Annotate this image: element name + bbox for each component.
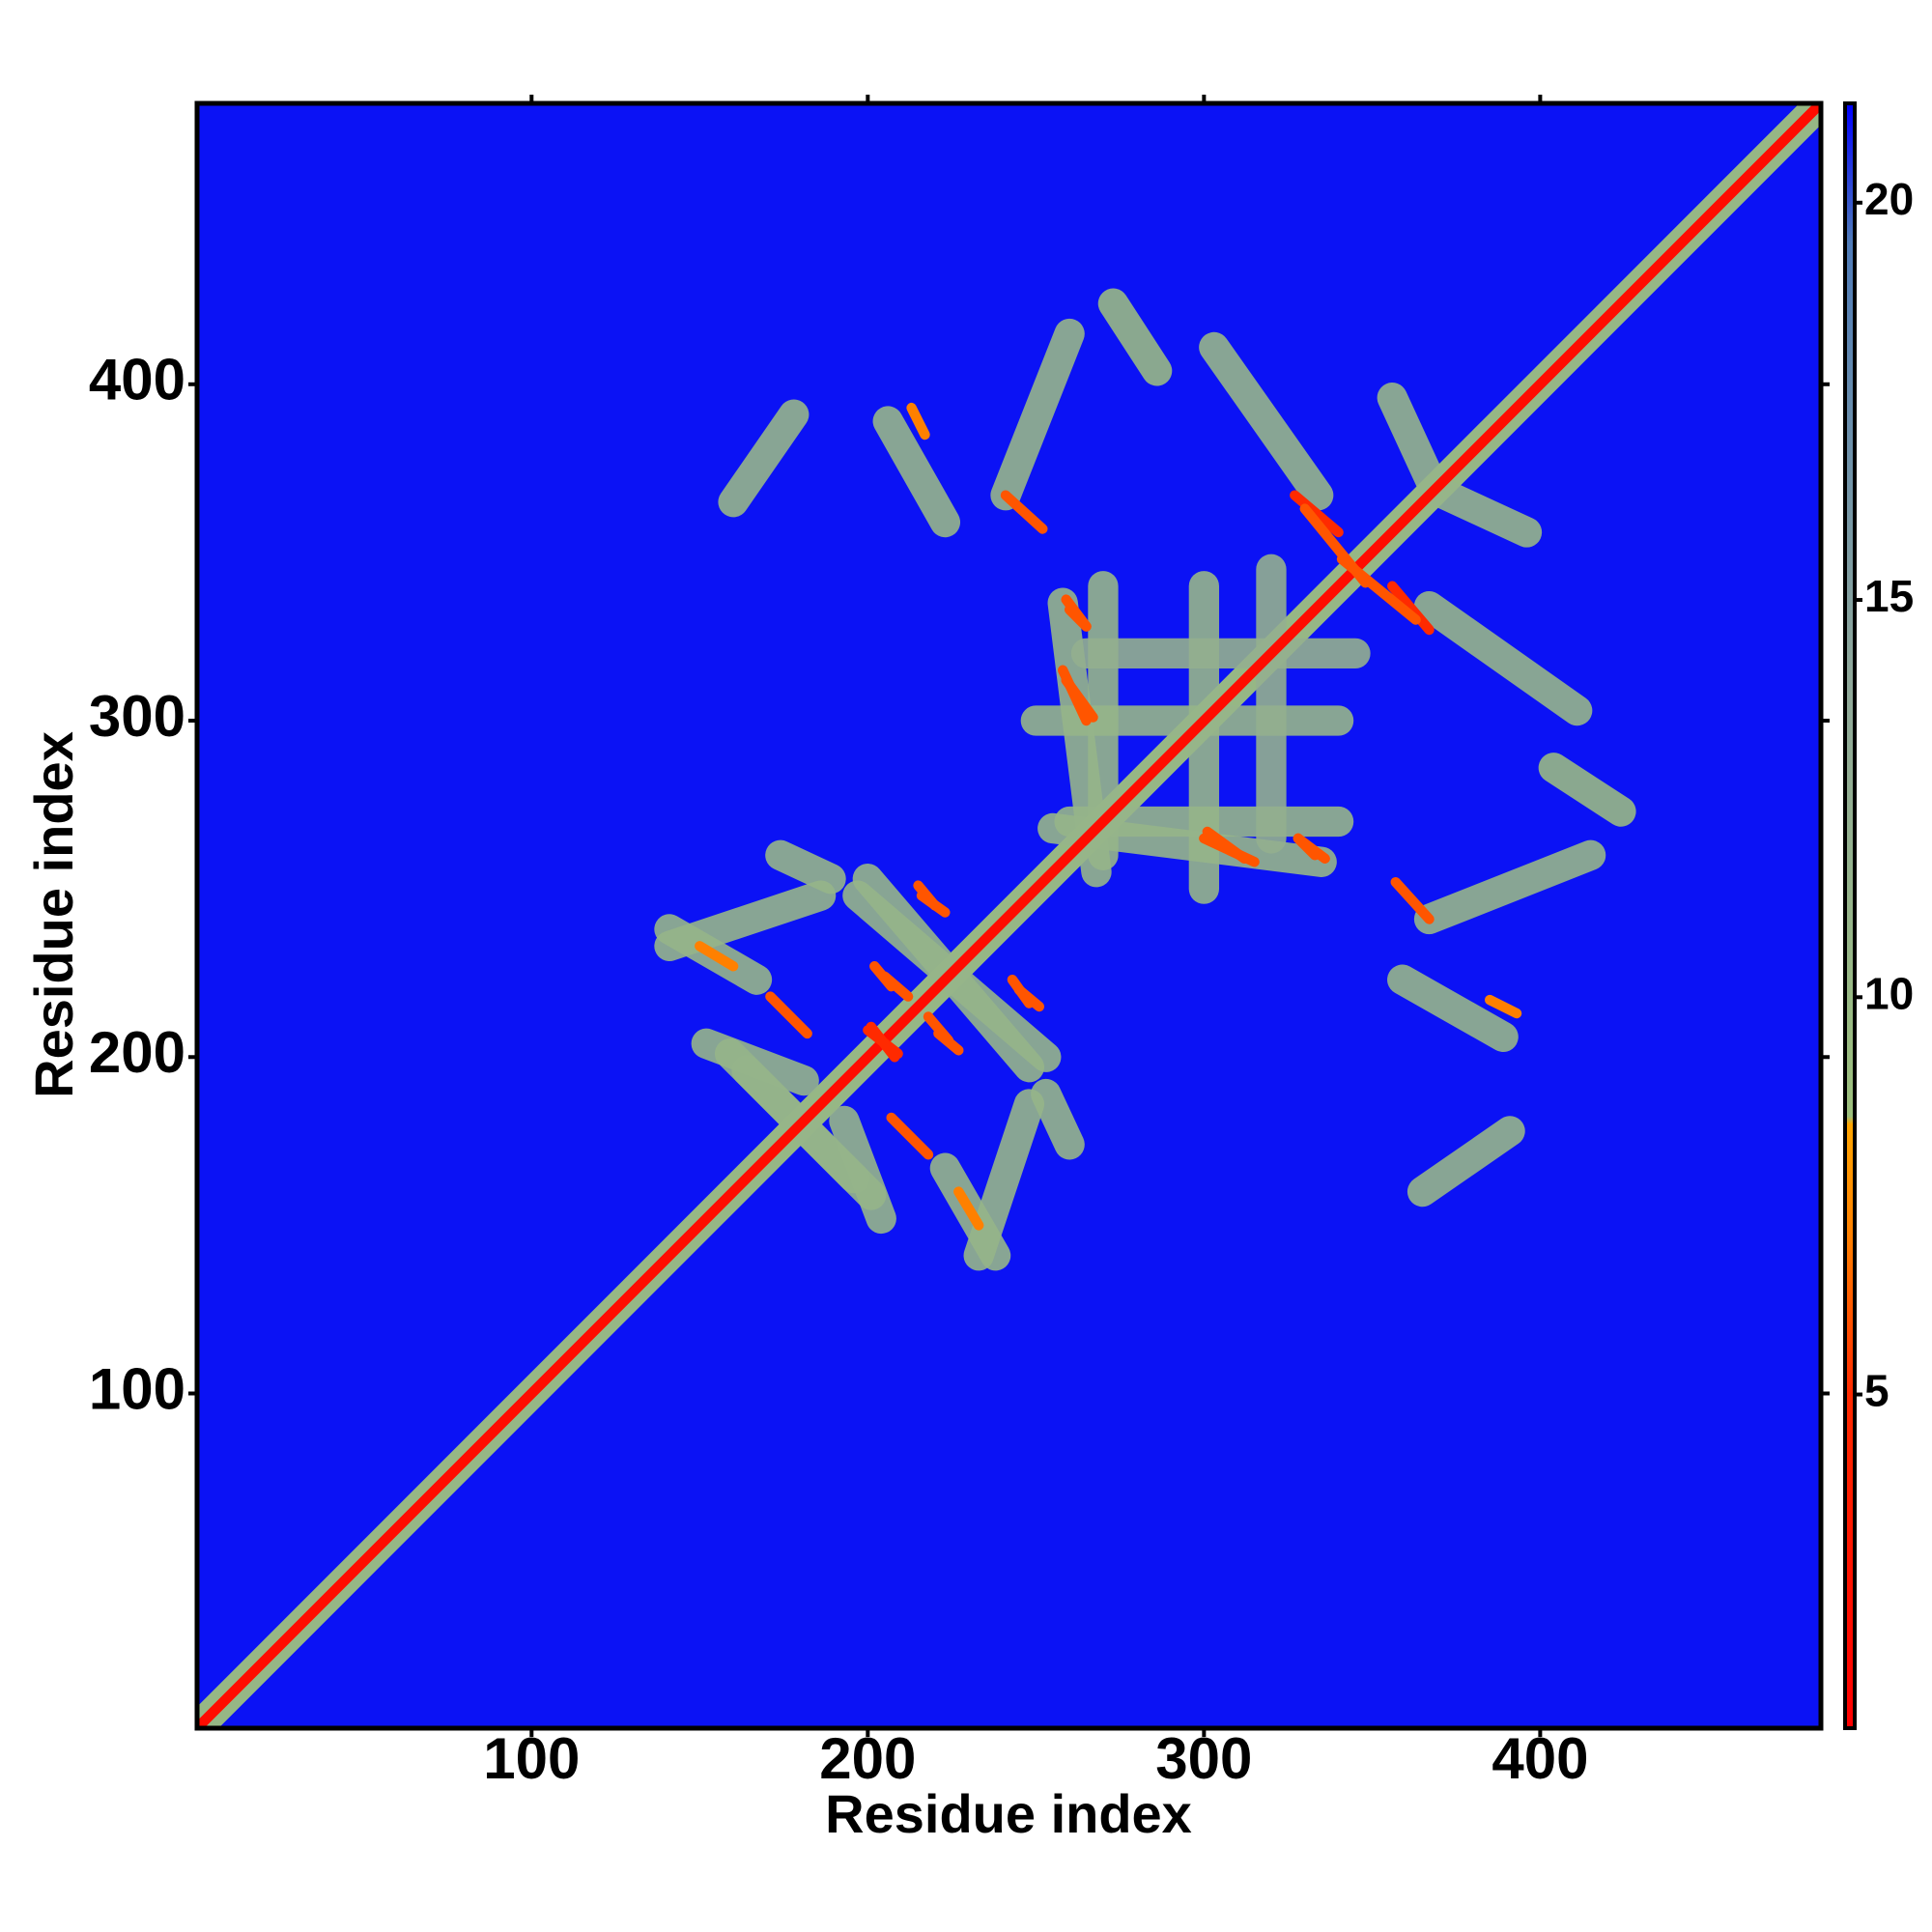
contact xyxy=(1013,984,1045,1012)
contact xyxy=(1387,964,1519,1053)
contact xyxy=(1413,590,1593,726)
y-tick-label: 200 xyxy=(89,1020,185,1085)
colorbar-tick-label: 20 xyxy=(1864,174,1914,224)
contact xyxy=(1387,581,1435,636)
contact xyxy=(695,941,739,972)
contact xyxy=(1000,490,1048,534)
contact xyxy=(933,1028,964,1056)
contact xyxy=(886,1112,934,1160)
x-tick-label: 200 xyxy=(819,1726,916,1791)
contact xyxy=(990,318,1085,511)
x-tick-label: 400 xyxy=(1492,1726,1588,1791)
contact xyxy=(869,961,896,992)
y-tick-label: 400 xyxy=(89,348,185,412)
contact xyxy=(1031,1078,1085,1160)
contact xyxy=(829,1105,896,1235)
contact xyxy=(1293,833,1330,865)
contact xyxy=(765,991,812,1039)
contact xyxy=(953,1186,984,1231)
y-tick-label: 300 xyxy=(89,684,185,749)
contact xyxy=(691,1028,819,1096)
contact xyxy=(913,880,941,911)
contact xyxy=(1299,503,1371,588)
contact xyxy=(1290,490,1344,538)
plot-area xyxy=(197,103,1821,1728)
plot-frame xyxy=(194,100,1824,1731)
contact xyxy=(765,839,846,895)
x-axis-title: Residue index xyxy=(825,1783,1192,1844)
contact xyxy=(872,406,961,538)
contact xyxy=(1390,876,1435,924)
colorbar-tick-label: 5 xyxy=(1864,1366,1889,1416)
colorbar-tick-label: 15 xyxy=(1864,571,1914,621)
x-tick-label: 300 xyxy=(1155,1726,1252,1791)
contact xyxy=(1061,594,1092,632)
contact xyxy=(1061,675,1098,723)
y-tick-label: 100 xyxy=(89,1356,185,1421)
colorbar-tick-label: 10 xyxy=(1864,968,1914,1018)
contact xyxy=(1424,476,1543,548)
contact xyxy=(197,103,1821,1728)
contact xyxy=(1484,994,1522,1019)
contact xyxy=(1413,839,1606,935)
contact xyxy=(1538,753,1636,827)
contact xyxy=(1406,1116,1525,1208)
y-axis-title: Residue index xyxy=(23,731,84,1098)
contact xyxy=(1377,383,1448,500)
contact xyxy=(906,402,930,440)
contact xyxy=(1199,331,1334,511)
x-tick-label: 100 xyxy=(483,1726,580,1791)
contact xyxy=(718,399,810,518)
colorbar xyxy=(1843,101,1857,1730)
contact xyxy=(1202,826,1250,865)
contact xyxy=(1097,288,1173,386)
contact xyxy=(863,1025,903,1059)
